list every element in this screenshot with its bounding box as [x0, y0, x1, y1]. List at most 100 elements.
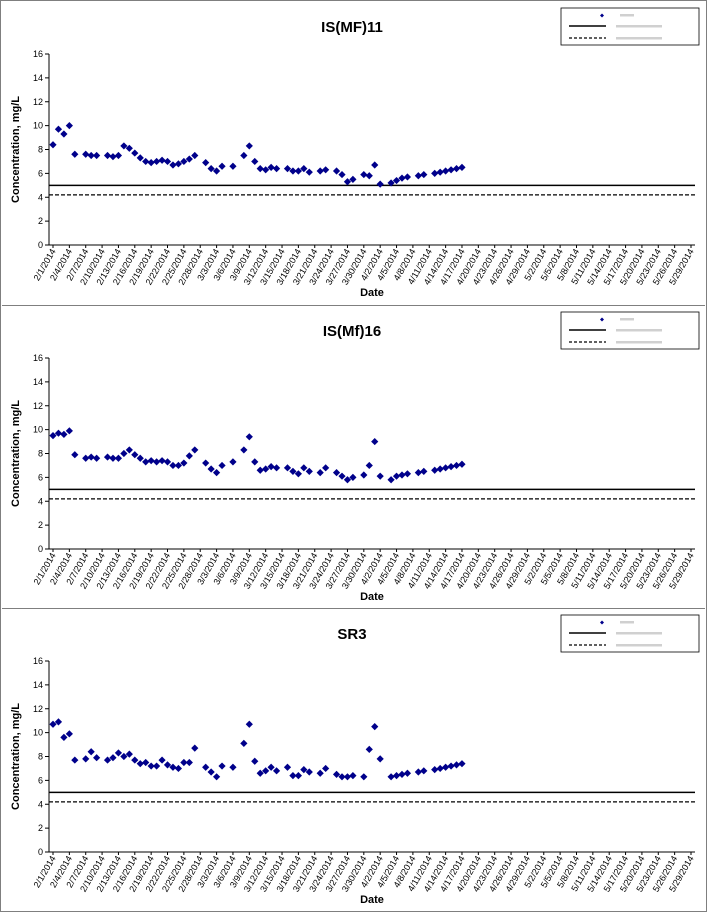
data-point — [87, 748, 95, 756]
data-point — [256, 466, 264, 474]
data-point — [229, 763, 237, 771]
data-point — [387, 773, 395, 781]
data-point — [414, 172, 422, 180]
data-point — [191, 151, 199, 160]
y-tick-label: 4 — [38, 496, 43, 506]
data-point — [294, 470, 302, 478]
data-point — [93, 754, 101, 762]
data-point — [218, 461, 226, 470]
data-point — [431, 766, 439, 774]
data-point — [371, 161, 379, 169]
data-point — [283, 464, 292, 472]
data-point — [218, 162, 226, 170]
data-point — [420, 170, 428, 179]
data-point — [436, 168, 444, 176]
data-point — [65, 427, 73, 435]
data-point — [267, 463, 275, 471]
data-point — [125, 750, 133, 758]
data-point — [87, 151, 95, 160]
legend-label-placeholder — [620, 621, 634, 624]
chart-is-mf-16: IS(Mf)16 0 2 4 6 8 10 12 14 16 Concentration, mg/L… — [10, 311, 700, 603]
data-point — [316, 469, 324, 477]
data-point — [322, 764, 330, 773]
data-point — [229, 162, 237, 170]
data-point — [360, 773, 368, 781]
data-point — [251, 157, 259, 166]
chart-is-mf-11: IS(MF)11 0 2 4 6 8 10 12 14 16 Concentration, mg/L… — [10, 7, 700, 299]
data-point — [163, 458, 172, 466]
y-tick-label: 2 — [38, 520, 43, 530]
data-point — [82, 150, 90, 158]
chart-title: IS(MF)11 — [321, 19, 383, 36]
data-point — [392, 772, 401, 780]
data-point — [180, 157, 188, 166]
data-point — [442, 763, 450, 771]
data-point — [403, 769, 412, 777]
chart-panel-3: SR3 0 2 4 6 8 10 12 14 16 Concentration, mg/L 2/1/2… — [2, 609, 705, 911]
data-point — [267, 763, 275, 771]
data-point — [332, 770, 341, 779]
data-point — [376, 755, 384, 763]
data-point — [142, 758, 150, 767]
y-tick-label: 14 — [33, 680, 43, 690]
data-point — [283, 165, 292, 173]
data-point — [262, 465, 270, 473]
data-point — [305, 467, 313, 476]
data-point — [371, 437, 379, 446]
data-point — [403, 173, 412, 181]
y-axis-label: Concentration, mg/L — [10, 96, 22, 203]
chart-panel-2: IS(Mf)16 0 2 4 6 8 10 12 14 16 Concentration, mg/L… — [2, 306, 705, 609]
data-point — [376, 472, 384, 480]
data-point — [447, 463, 455, 471]
x-axis-label: Date — [360, 894, 384, 906]
y-axis-label: Concentration, mg/L — [10, 703, 22, 810]
data-point — [272, 767, 281, 775]
data-point — [185, 758, 193, 767]
data-point — [414, 768, 422, 776]
data-point — [447, 762, 455, 770]
data-point — [191, 744, 199, 752]
data-point — [322, 464, 330, 472]
y-tick-label: 10 — [33, 121, 43, 131]
data-point — [147, 762, 155, 770]
data-point — [136, 154, 144, 162]
y-tick-label: 6 — [38, 472, 43, 482]
data-point — [169, 161, 177, 169]
y-tick-label: 10 — [33, 425, 43, 435]
y-tick-label: 12 — [33, 401, 43, 411]
data-point — [49, 720, 57, 728]
data-point — [202, 763, 210, 771]
y-tick-label: 14 — [33, 73, 43, 83]
data-point — [365, 745, 373, 753]
data-point — [158, 457, 166, 465]
data-point — [212, 167, 221, 175]
data-point — [349, 175, 357, 183]
y-tick-label: 0 — [38, 240, 43, 250]
data-point — [272, 464, 281, 472]
data-point — [93, 454, 101, 462]
data-point — [420, 767, 428, 775]
y-tick-label: 0 — [38, 544, 43, 554]
data-point — [71, 150, 79, 158]
legend-label-placeholder — [616, 632, 662, 635]
data-point — [174, 160, 183, 168]
data-point — [283, 763, 292, 771]
data-point — [289, 467, 297, 476]
legend-label-placeholder — [616, 25, 662, 28]
data-point — [65, 730, 73, 738]
data-point — [131, 451, 139, 459]
data-point — [349, 772, 357, 780]
data-point — [360, 170, 368, 179]
data-point — [54, 125, 63, 133]
y-tick-label: 8 — [38, 145, 43, 155]
data-point — [174, 461, 183, 470]
data-point — [212, 773, 221, 781]
y-tick-label: 8 — [38, 752, 43, 762]
chart-title: IS(Mf)16 — [323, 323, 381, 340]
data-point — [398, 770, 406, 779]
legend-label-placeholder — [616, 644, 662, 647]
data-point — [240, 446, 248, 454]
data-point — [163, 761, 172, 769]
data-point — [338, 773, 346, 781]
data-point — [202, 459, 210, 467]
